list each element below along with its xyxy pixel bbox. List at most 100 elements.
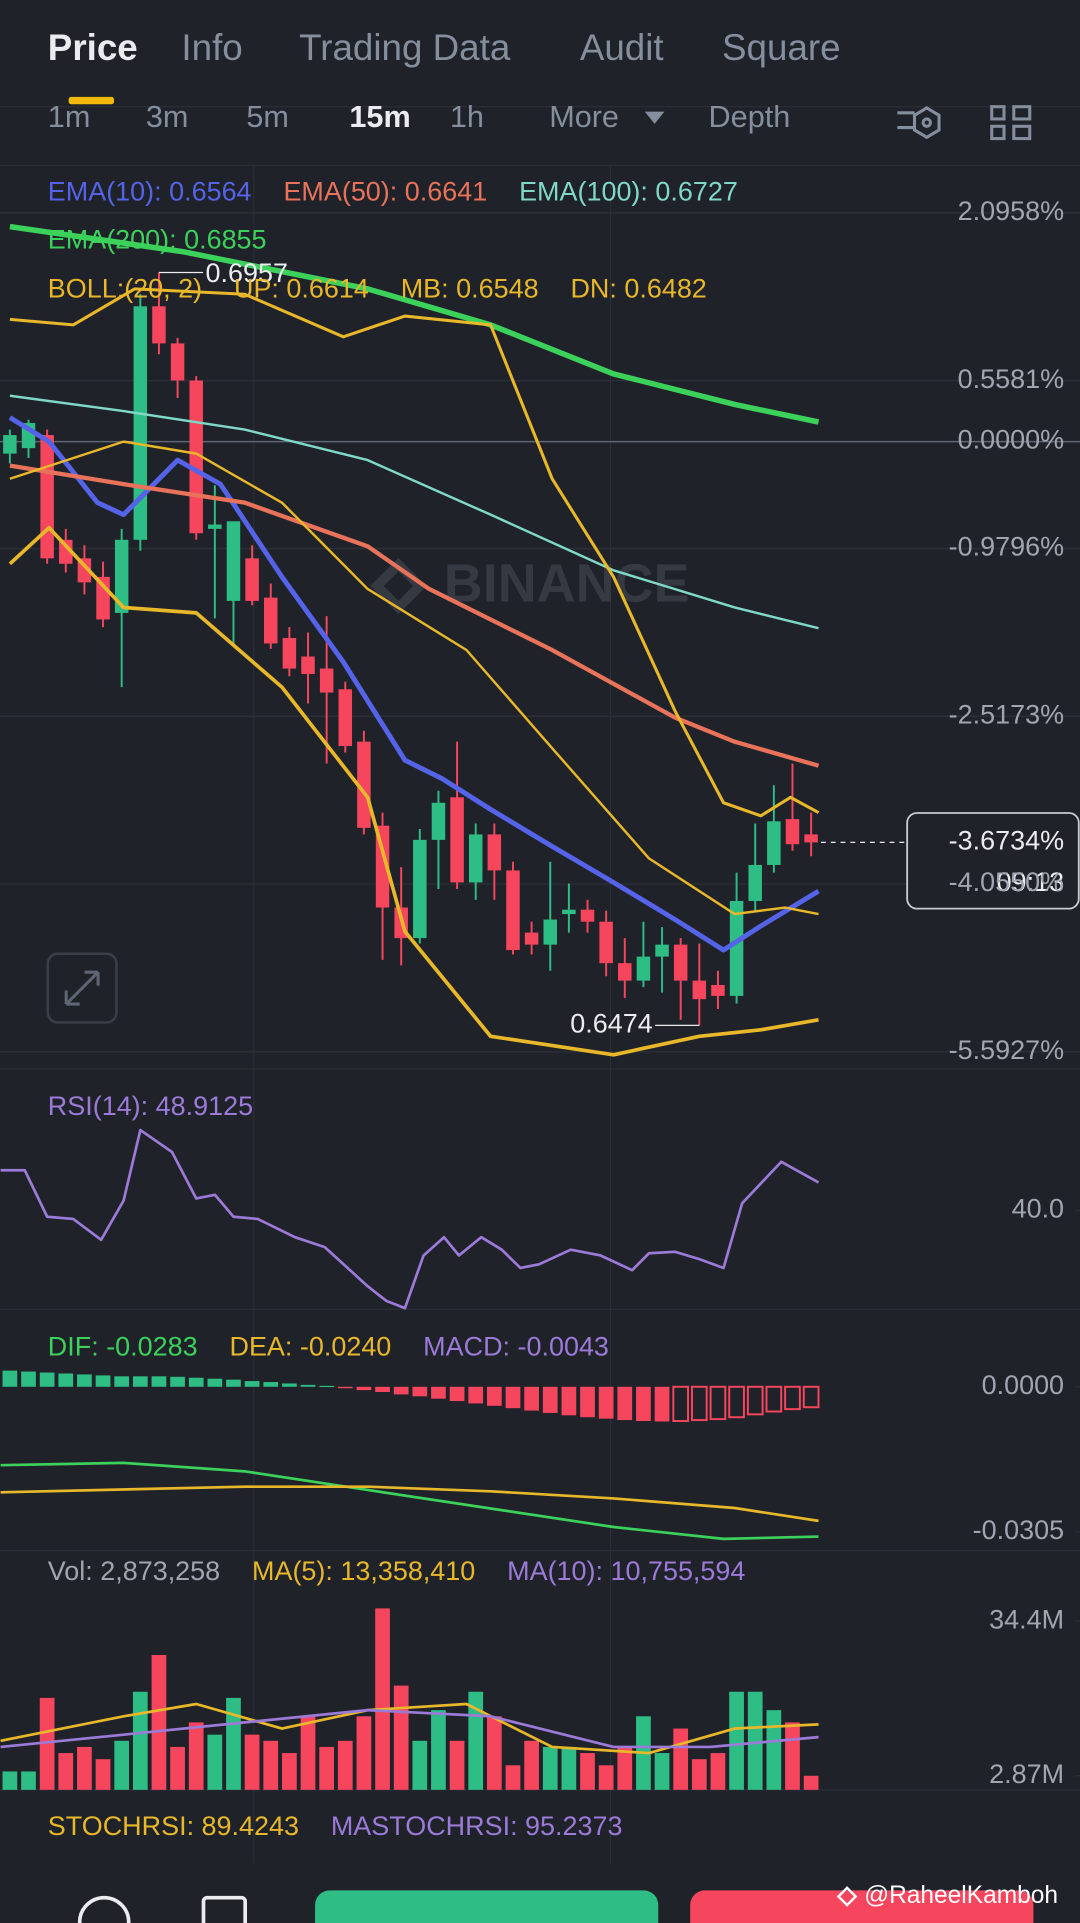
- histogram-bar: [263, 1740, 279, 1790]
- candle-body: [114, 539, 129, 613]
- candle-body: [413, 839, 427, 939]
- legend-entry: BOLL:(20, 2): [48, 274, 202, 304]
- histogram-bar: [561, 1746, 577, 1790]
- tab[interactable]: Trading Data: [299, 27, 511, 68]
- nav-icon[interactable]: [77, 1895, 131, 1923]
- candle-body: [264, 597, 278, 644]
- histogram-bar: [784, 1385, 801, 1411]
- indicator-line: [0, 1461, 819, 1541]
- watermark-text: BINANCE: [444, 553, 690, 613]
- histogram-bar: [319, 1746, 335, 1790]
- histogram-bar: [226, 1697, 241, 1790]
- interval[interactable]: 15m: [349, 100, 410, 134]
- histogram-bar: [691, 1759, 707, 1790]
- candle-body: [226, 521, 241, 601]
- low-label: 0.6474: [570, 1008, 652, 1038]
- histogram-bar: [412, 1386, 428, 1397]
- tab[interactable]: Square: [722, 27, 841, 68]
- interval[interactable]: 5m: [246, 100, 289, 134]
- candle-body: [767, 821, 781, 865]
- interval[interactable]: Depth: [709, 100, 791, 134]
- histogram-bar: [375, 1608, 390, 1790]
- histogram-bar: [319, 1385, 335, 1388]
- histogram-bar: [486, 1716, 502, 1790]
- price-tag-countdown: 09:13: [997, 867, 1064, 897]
- expand-button[interactable]: [46, 952, 118, 1024]
- interval[interactable]: 1m: [48, 100, 91, 134]
- candle-body: [59, 539, 73, 564]
- legend-entry: MB: 0.6548: [401, 274, 539, 304]
- histogram-bar: [132, 1691, 148, 1790]
- histogram-bar: [765, 1385, 783, 1413]
- credit: @RaheelKamboh: [864, 1882, 1058, 1909]
- candle-body: [245, 558, 259, 601]
- candle-body: [450, 797, 464, 883]
- legend-entry: STOCHRSI: 89.4243: [48, 1811, 299, 1841]
- legend: EMA(200): 0.6855: [48, 225, 267, 255]
- histogram-bar: [524, 1740, 539, 1790]
- indicator-icon[interactable]: [897, 106, 941, 140]
- histogram-bar: [170, 1746, 185, 1790]
- layout-icon[interactable]: [990, 105, 1032, 141]
- candle-body: [636, 956, 651, 981]
- histogram-bar: [356, 1386, 372, 1391]
- candle-body: [748, 864, 762, 901]
- histogram-bar: [77, 1746, 92, 1790]
- candle-body: [133, 306, 148, 540]
- y-tick-label: -2.5173%: [949, 699, 1064, 729]
- histogram-bar: [486, 1386, 502, 1406]
- histogram-bar: [580, 1753, 595, 1790]
- candle-body: [785, 819, 800, 845]
- indicator-line: [9, 440, 819, 916]
- y-tick-label: 40.0: [1012, 1194, 1064, 1224]
- histogram-bar: [561, 1386, 577, 1416]
- histogram-bar: [412, 1740, 428, 1790]
- histogram-bar: [95, 1375, 111, 1387]
- histogram-bar: [77, 1374, 92, 1387]
- candle-body: [673, 944, 688, 981]
- histogram-bar: [151, 1654, 167, 1790]
- y-tick-label: 0.5581%: [958, 364, 1064, 394]
- histogram-bar: [207, 1734, 223, 1790]
- histogram-bar: [803, 1775, 819, 1790]
- histogram-bar: [337, 1386, 353, 1389]
- y-tick-label: 2.87M: [989, 1759, 1064, 1789]
- nav-icon[interactable]: [201, 1895, 248, 1923]
- y-tick-label: -5.5927%: [949, 1035, 1064, 1065]
- histogram-bar: [709, 1385, 727, 1421]
- sell-button[interactable]: [690, 1890, 1034, 1923]
- high-label: 0.6957: [206, 258, 288, 288]
- y-tick-label: 34.4M: [989, 1604, 1064, 1634]
- interval[interactable]: More: [549, 100, 619, 134]
- plots: 0.6957 0.6474 -3.6734% 09:13 2.0958% 0.5581% 0…: [0, 177, 1080, 1841]
- buy-button[interactable]: [315, 1890, 659, 1923]
- histogram-bar: [505, 1386, 521, 1409]
- candle-body: [468, 834, 483, 883]
- histogram-bar: [39, 1372, 55, 1387]
- interval[interactable]: 1h: [450, 100, 484, 134]
- histogram-bar: [393, 1386, 409, 1395]
- credit-icon: [836, 1886, 858, 1907]
- histogram-bar: [21, 1771, 36, 1790]
- legend: RSI(14): 48.9125: [48, 1091, 253, 1121]
- legend-entry: Vol: 2,873,258: [48, 1556, 220, 1586]
- histogram-bar: [617, 1746, 633, 1790]
- candle-body: [208, 524, 222, 529]
- legend-entry: DN: 0.6482: [570, 274, 706, 304]
- tab[interactable]: Price: [48, 27, 138, 68]
- histogram-bar: [747, 1691, 763, 1790]
- tab[interactable]: Info: [181, 27, 242, 68]
- histogram-bar: [375, 1386, 390, 1393]
- histogram-bar: [95, 1759, 111, 1790]
- indicator-line: [9, 394, 819, 630]
- histogram-bar: [2, 1370, 18, 1387]
- interval[interactable]: 3m: [146, 100, 189, 134]
- tab[interactable]: Audit: [580, 27, 664, 68]
- histogram-bar: [449, 1740, 465, 1790]
- candle-body: [692, 980, 707, 1000]
- histogram-bar: [114, 1376, 130, 1387]
- candle-body: [152, 306, 166, 344]
